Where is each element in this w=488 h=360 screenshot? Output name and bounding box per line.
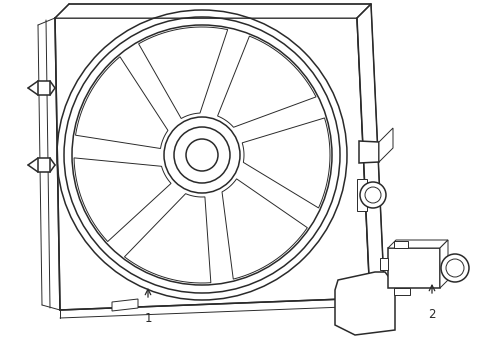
Polygon shape [387,248,439,288]
Circle shape [163,117,240,193]
Polygon shape [217,36,315,127]
Polygon shape [393,288,409,295]
Text: 2: 2 [427,308,435,321]
Polygon shape [387,240,447,248]
Polygon shape [112,299,138,311]
Circle shape [440,254,468,282]
Polygon shape [356,4,383,298]
Circle shape [174,127,229,183]
Text: 1: 1 [144,312,151,325]
Polygon shape [38,81,50,95]
Polygon shape [334,272,394,335]
Polygon shape [55,18,369,310]
Circle shape [364,187,380,203]
Circle shape [185,139,218,171]
Polygon shape [38,158,50,172]
Polygon shape [439,240,447,288]
Polygon shape [378,128,392,162]
Polygon shape [75,57,167,149]
Circle shape [359,182,385,208]
Polygon shape [356,179,366,211]
Polygon shape [222,179,307,279]
Polygon shape [124,194,210,283]
Polygon shape [242,118,329,208]
Circle shape [72,25,331,285]
Circle shape [445,259,463,277]
Polygon shape [138,27,227,118]
Polygon shape [55,4,370,18]
Polygon shape [379,258,387,270]
Polygon shape [74,158,171,242]
Polygon shape [358,141,378,163]
Polygon shape [393,241,407,248]
